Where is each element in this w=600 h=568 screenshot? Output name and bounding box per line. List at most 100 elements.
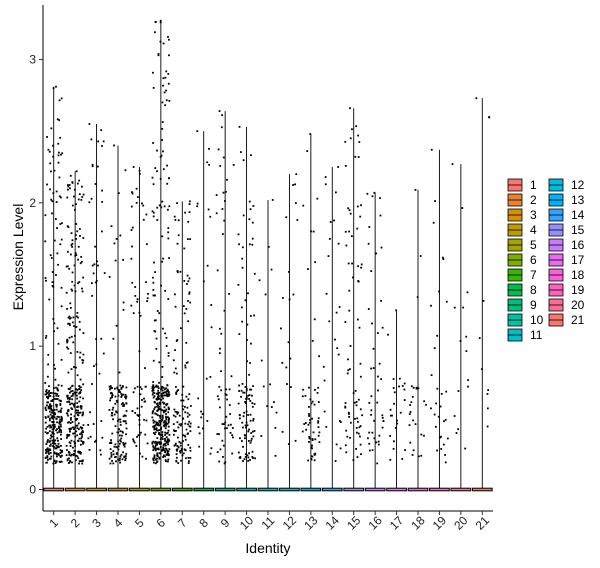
data-point xyxy=(153,461,155,464)
data-point xyxy=(218,352,221,355)
data-point xyxy=(95,279,98,282)
data-point xyxy=(436,334,439,337)
data-point xyxy=(314,452,317,455)
data-point xyxy=(58,399,61,402)
data-point xyxy=(60,407,63,410)
data-point xyxy=(144,385,147,388)
data-point xyxy=(81,196,84,198)
data-point xyxy=(120,437,123,440)
data-point xyxy=(159,177,162,180)
data-point xyxy=(159,403,161,405)
data-point xyxy=(146,442,149,445)
data-point xyxy=(161,385,164,388)
data-point xyxy=(168,440,171,442)
data-point xyxy=(155,337,158,340)
data-point xyxy=(71,239,74,242)
data-point xyxy=(155,458,157,461)
data-point xyxy=(57,453,60,456)
data-point xyxy=(75,170,78,173)
data-point xyxy=(161,127,164,130)
data-point xyxy=(52,433,55,435)
data-point xyxy=(47,407,50,410)
data-point xyxy=(110,454,113,456)
data-point xyxy=(249,208,252,211)
data-point xyxy=(159,422,162,424)
data-point xyxy=(239,151,242,153)
data-point xyxy=(157,389,159,392)
legend-item-7: 7 xyxy=(507,268,537,282)
data-point xyxy=(209,452,212,455)
data-point xyxy=(228,388,231,391)
data-point xyxy=(162,391,165,394)
data-point xyxy=(143,418,145,421)
data-point xyxy=(166,395,169,398)
x-tick-label-14: 14 xyxy=(323,513,343,533)
data-point xyxy=(230,375,233,378)
data-point xyxy=(122,393,125,396)
legend-label: 1 xyxy=(530,178,537,192)
data-point xyxy=(440,448,443,450)
data-point xyxy=(164,447,167,450)
data-point xyxy=(162,168,165,171)
data-point xyxy=(47,391,50,394)
data-point xyxy=(238,384,240,387)
data-point xyxy=(344,140,347,143)
data-point xyxy=(115,410,118,413)
data-point xyxy=(77,411,80,414)
data-point xyxy=(358,141,361,143)
data-point xyxy=(344,402,347,404)
data-point xyxy=(55,274,57,276)
data-point xyxy=(80,260,83,263)
data-point xyxy=(345,451,348,454)
data-point xyxy=(355,125,358,128)
data-point xyxy=(349,436,351,439)
data-point xyxy=(52,421,55,423)
data-point xyxy=(59,243,62,246)
data-point xyxy=(389,434,392,437)
data-point xyxy=(50,257,53,259)
data-point xyxy=(114,456,117,458)
data-point xyxy=(163,388,166,391)
data-point xyxy=(223,200,226,202)
data-point xyxy=(109,392,112,395)
data-point xyxy=(157,406,160,409)
data-point xyxy=(158,408,161,410)
data-point xyxy=(151,210,154,213)
data-point xyxy=(78,281,81,283)
data-point xyxy=(160,441,162,444)
data-point xyxy=(73,334,76,337)
data-point xyxy=(135,201,138,204)
data-point xyxy=(46,401,49,404)
data-point xyxy=(175,448,178,451)
data-point xyxy=(60,425,62,428)
data-point xyxy=(161,121,164,123)
data-point xyxy=(153,447,156,450)
data-point xyxy=(163,449,165,452)
data-point xyxy=(339,447,342,450)
data-point xyxy=(74,426,77,429)
data-point xyxy=(52,144,54,147)
data-point xyxy=(152,389,154,392)
data-point xyxy=(359,443,362,446)
data-point xyxy=(310,446,313,449)
data-point xyxy=(151,393,154,396)
violin-group-20 xyxy=(450,163,472,492)
data-point xyxy=(152,281,155,284)
data-point xyxy=(122,415,125,418)
data-point xyxy=(160,428,162,431)
data-point xyxy=(115,399,118,402)
violin-group-1 xyxy=(43,85,65,492)
data-point xyxy=(122,258,124,261)
data-point xyxy=(248,452,251,455)
data-point xyxy=(349,212,352,215)
data-point xyxy=(356,227,359,230)
data-point xyxy=(411,396,414,398)
data-point xyxy=(52,441,55,443)
data-point xyxy=(316,391,319,394)
data-point xyxy=(78,411,81,414)
data-point xyxy=(168,433,171,436)
data-point xyxy=(139,452,141,455)
data-point xyxy=(186,412,189,415)
data-point xyxy=(153,426,156,429)
data-point xyxy=(167,298,170,300)
